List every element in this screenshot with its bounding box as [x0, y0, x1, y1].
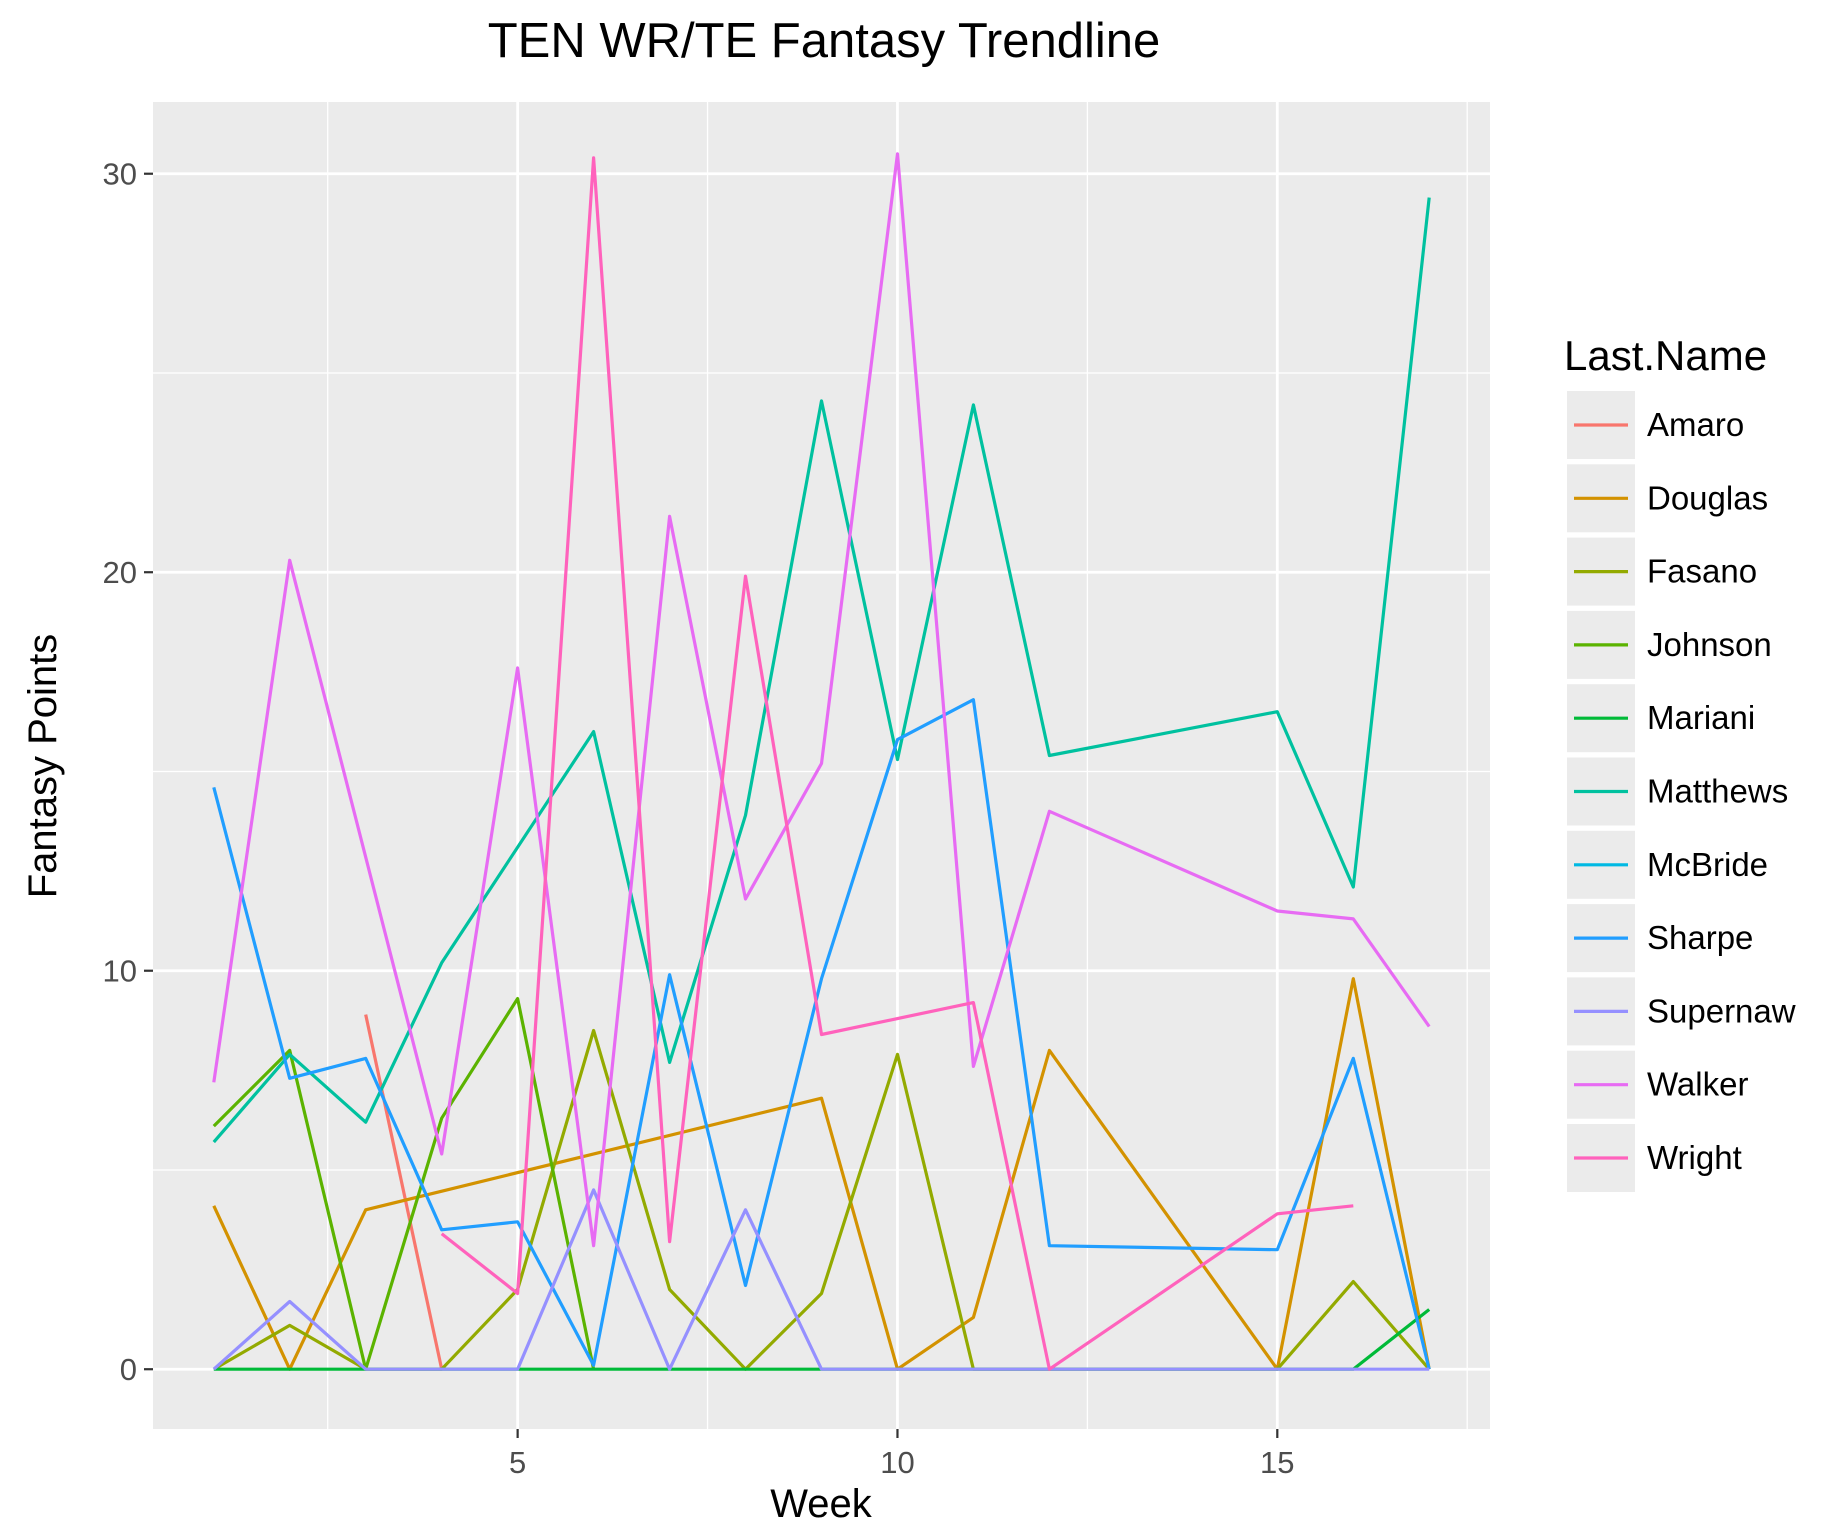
legend-label: Supernaw — [1647, 992, 1796, 1029]
legend-items: Amaro Douglas Fasano Johnson Mariani Matthews… — [1567, 391, 1796, 1192]
series-line-matthews — [212, 197, 1431, 1144]
series-line-johnson — [212, 996, 596, 1371]
chart-title: TEN WR/TE Fantasy Trendline — [488, 14, 1161, 68]
series-layer — [212, 152, 1431, 1371]
y-tick-label: 0 — [120, 1352, 137, 1387]
legend-label: Amaro — [1647, 406, 1744, 443]
y-tick-label: 10 — [103, 954, 137, 989]
legend: Last.Name Amaro Douglas Fasano Johnson Maria… — [1564, 332, 1796, 1192]
series-line-douglas — [212, 977, 1431, 1371]
legend-label: Matthews — [1647, 773, 1788, 810]
y-tick-label: 30 — [103, 157, 137, 192]
series-line-walker — [212, 152, 1431, 1248]
x-tick-label: 15 — [1260, 1445, 1294, 1480]
legend-label: Wright — [1647, 1139, 1742, 1176]
series-line-supernaw — [212, 1188, 1430, 1371]
legend-title: Last.Name — [1564, 332, 1767, 379]
y-axis-title: Fantasy Points — [21, 634, 65, 899]
legend-label: Douglas — [1647, 479, 1768, 516]
series-line-wright — [440, 156, 1354, 1371]
legend-label: McBride — [1647, 846, 1768, 883]
x-tick-label: 10 — [880, 1445, 914, 1480]
legend-label: Johnson — [1647, 626, 1772, 663]
legend-label: Mariani — [1647, 699, 1755, 736]
series-line-sharpe — [212, 698, 1431, 1370]
legend-label: Sharpe — [1647, 919, 1753, 956]
y-tick-label: 20 — [103, 555, 137, 590]
axis-layer: 5 10 15 0 10 20 30 — [103, 157, 1295, 1480]
x-axis-title: Week — [770, 1482, 873, 1526]
series-line-amaro — [364, 1014, 444, 1370]
legend-label: Fasano — [1647, 553, 1757, 590]
x-tick-label: 5 — [509, 1445, 526, 1480]
legend-label: Walker — [1647, 1066, 1748, 1103]
grid-minor — [153, 102, 1490, 1429]
